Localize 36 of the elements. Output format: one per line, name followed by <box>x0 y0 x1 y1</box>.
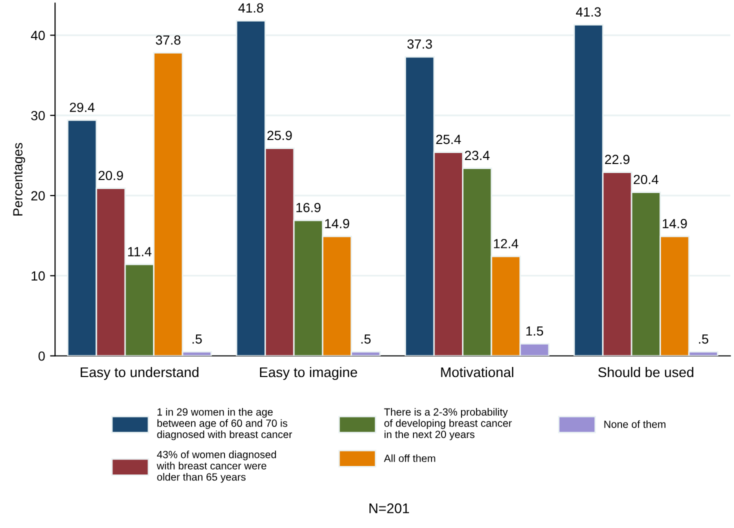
data-label: 14.9 <box>325 218 350 228</box>
data-label: 37.3 <box>407 39 432 49</box>
data-label: 1.5 <box>526 326 544 336</box>
x-tick-label: Should be used <box>598 366 694 378</box>
y-tick-label: 30 <box>31 110 45 120</box>
x-tick-label: Motivational <box>441 366 514 378</box>
y-tick-label: 40 <box>30 30 45 40</box>
data-label: 25.4 <box>436 134 461 144</box>
y-axis-title: Percentages <box>13 142 26 216</box>
text: N=201 <box>370 503 409 514</box>
legend-label: None of them <box>604 420 666 428</box>
data-label: 25.9 <box>267 130 292 140</box>
data-label: 16.9 <box>296 202 320 212</box>
data-label: 11.4 <box>128 247 152 256</box>
y-tick-label: 0 <box>38 351 45 361</box>
data-label: 41.3 <box>576 7 601 17</box>
y-tick-label: 10 <box>32 271 45 281</box>
legend-label: 1 in 29 women in the age between age of 60 and 70 is diagnosed with breast cancer <box>157 408 292 440</box>
data-label: 41.8 <box>238 3 264 13</box>
legend-label: 43% of women diagnosed with breast cancer were older than 65 years <box>156 450 276 483</box>
data-label: 14.9 <box>662 218 687 228</box>
data-label: 20.9 <box>98 170 123 180</box>
y-tick-label: 20 <box>31 191 45 200</box>
data-label: 12.4 <box>494 238 518 248</box>
x-tick-label: Easy to understand <box>80 366 198 380</box>
x-tick-label: Easy to imagine <box>260 366 358 380</box>
data-label: 23.4 <box>464 150 490 160</box>
data-label: 29.4 <box>70 102 95 112</box>
data-label: .5 <box>192 334 202 344</box>
data-label: 22.9 <box>605 154 630 164</box>
data-label: 37.8 <box>156 35 180 45</box>
data-label: .5 <box>361 334 371 344</box>
legend-label: There is a 2-3% probability of developing breast cancer in the next 20 years <box>384 408 512 440</box>
legend-label: All off them <box>384 454 436 462</box>
data-label: 20.4 <box>634 174 658 184</box>
data-label: .5 <box>699 334 708 344</box>
